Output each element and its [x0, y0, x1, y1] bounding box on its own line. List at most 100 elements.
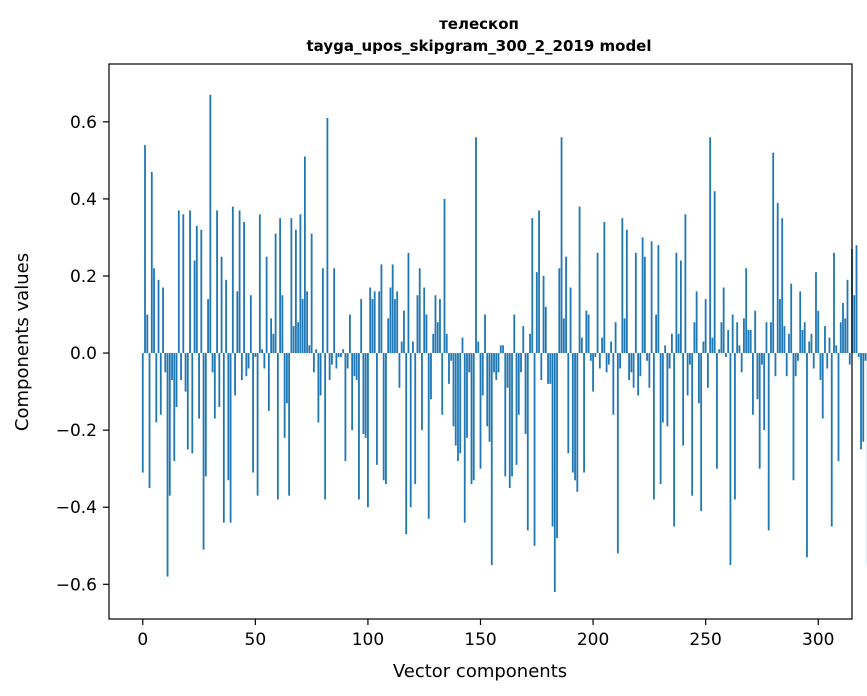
- bar: [155, 353, 158, 423]
- bar: [533, 353, 536, 546]
- bar: [360, 299, 363, 354]
- bar: [490, 353, 493, 566]
- bar: [691, 353, 694, 496]
- bar: [416, 295, 419, 354]
- bar: [272, 333, 275, 354]
- bar: [407, 252, 410, 354]
- bar: [376, 353, 378, 465]
- x-tick-label: 150: [464, 630, 496, 650]
- bar: [328, 353, 331, 381]
- bar: [303, 156, 306, 354]
- bar: [585, 310, 588, 354]
- bar: [848, 353, 851, 365]
- bar: [567, 353, 570, 454]
- bar: [846, 279, 849, 354]
- bar: [443, 198, 446, 354]
- bar: [506, 353, 509, 388]
- bar: [283, 353, 286, 438]
- bar: [864, 353, 867, 361]
- bar: [324, 353, 327, 500]
- bar: [409, 353, 412, 508]
- bar: [610, 341, 612, 354]
- bar: [794, 353, 797, 377]
- bar: [677, 333, 680, 354]
- bar: [612, 353, 615, 415]
- y-tick-label: −0.2: [56, 421, 97, 441]
- bar: [720, 322, 723, 354]
- bar: [351, 353, 354, 431]
- bar: [180, 353, 182, 381]
- bar: [650, 241, 653, 354]
- bar: [603, 222, 606, 354]
- x-axis-label: Vector components: [393, 661, 567, 682]
- bar: [740, 353, 743, 373]
- bar: [560, 137, 563, 354]
- bar: [321, 268, 324, 354]
- bar: [862, 353, 865, 442]
- bar: [682, 353, 685, 446]
- y-tick-label: 0.6: [70, 113, 97, 133]
- bar: [355, 353, 358, 381]
- bar: [256, 353, 259, 496]
- bar: [270, 318, 273, 354]
- bar: [520, 353, 522, 373]
- bar: [553, 353, 556, 593]
- y-tick-label: 0.4: [70, 190, 97, 210]
- bar: [141, 353, 144, 473]
- bar: [709, 137, 712, 354]
- bar: [711, 337, 714, 354]
- bar: [702, 341, 705, 354]
- bar: [815, 272, 817, 354]
- bar: [279, 218, 282, 354]
- bar: [756, 353, 759, 400]
- bar: [675, 252, 678, 354]
- bar: [630, 353, 633, 373]
- bar: [229, 353, 232, 523]
- bar: [679, 260, 682, 354]
- bar: [817, 310, 820, 354]
- bar: [652, 353, 655, 500]
- bar: [835, 345, 838, 354]
- bar: [157, 279, 160, 354]
- bar: [186, 353, 189, 450]
- bar: [522, 326, 525, 354]
- bar: [254, 353, 257, 357]
- y-axis: −0.6 −0.4 −0.2 0.0 0.2 0.4 0.6: [56, 113, 109, 595]
- bar: [639, 353, 642, 377]
- bar: [704, 299, 707, 354]
- bar: [576, 353, 579, 492]
- bars-group: [141, 94, 867, 593]
- bar: [380, 264, 383, 354]
- bar: [477, 341, 480, 354]
- bar: [466, 353, 468, 438]
- bar: [839, 322, 842, 354]
- bar: [263, 353, 266, 369]
- bar: [153, 268, 155, 354]
- bar: [725, 353, 727, 357]
- bar: [337, 353, 340, 357]
- bar: [346, 353, 349, 369]
- bar: [713, 191, 716, 354]
- bar: [589, 353, 592, 361]
- bar: [493, 353, 495, 373]
- bar: [432, 333, 435, 354]
- bar: [738, 345, 741, 354]
- bar: [333, 268, 336, 354]
- bar: [216, 210, 218, 354]
- bar: [367, 353, 369, 508]
- bar: [168, 353, 171, 496]
- bar: [632, 353, 635, 388]
- bar: [801, 329, 804, 354]
- bar: [808, 341, 811, 354]
- bar: [686, 353, 689, 396]
- bar: [511, 353, 513, 477]
- bar: [637, 353, 640, 396]
- bar: [218, 353, 221, 408]
- bar: [150, 171, 153, 354]
- bar: [315, 349, 318, 354]
- bar: [448, 353, 450, 384]
- bar: [306, 291, 309, 354]
- bar: [628, 353, 630, 381]
- bar: [312, 353, 315, 373]
- bar: [331, 353, 333, 365]
